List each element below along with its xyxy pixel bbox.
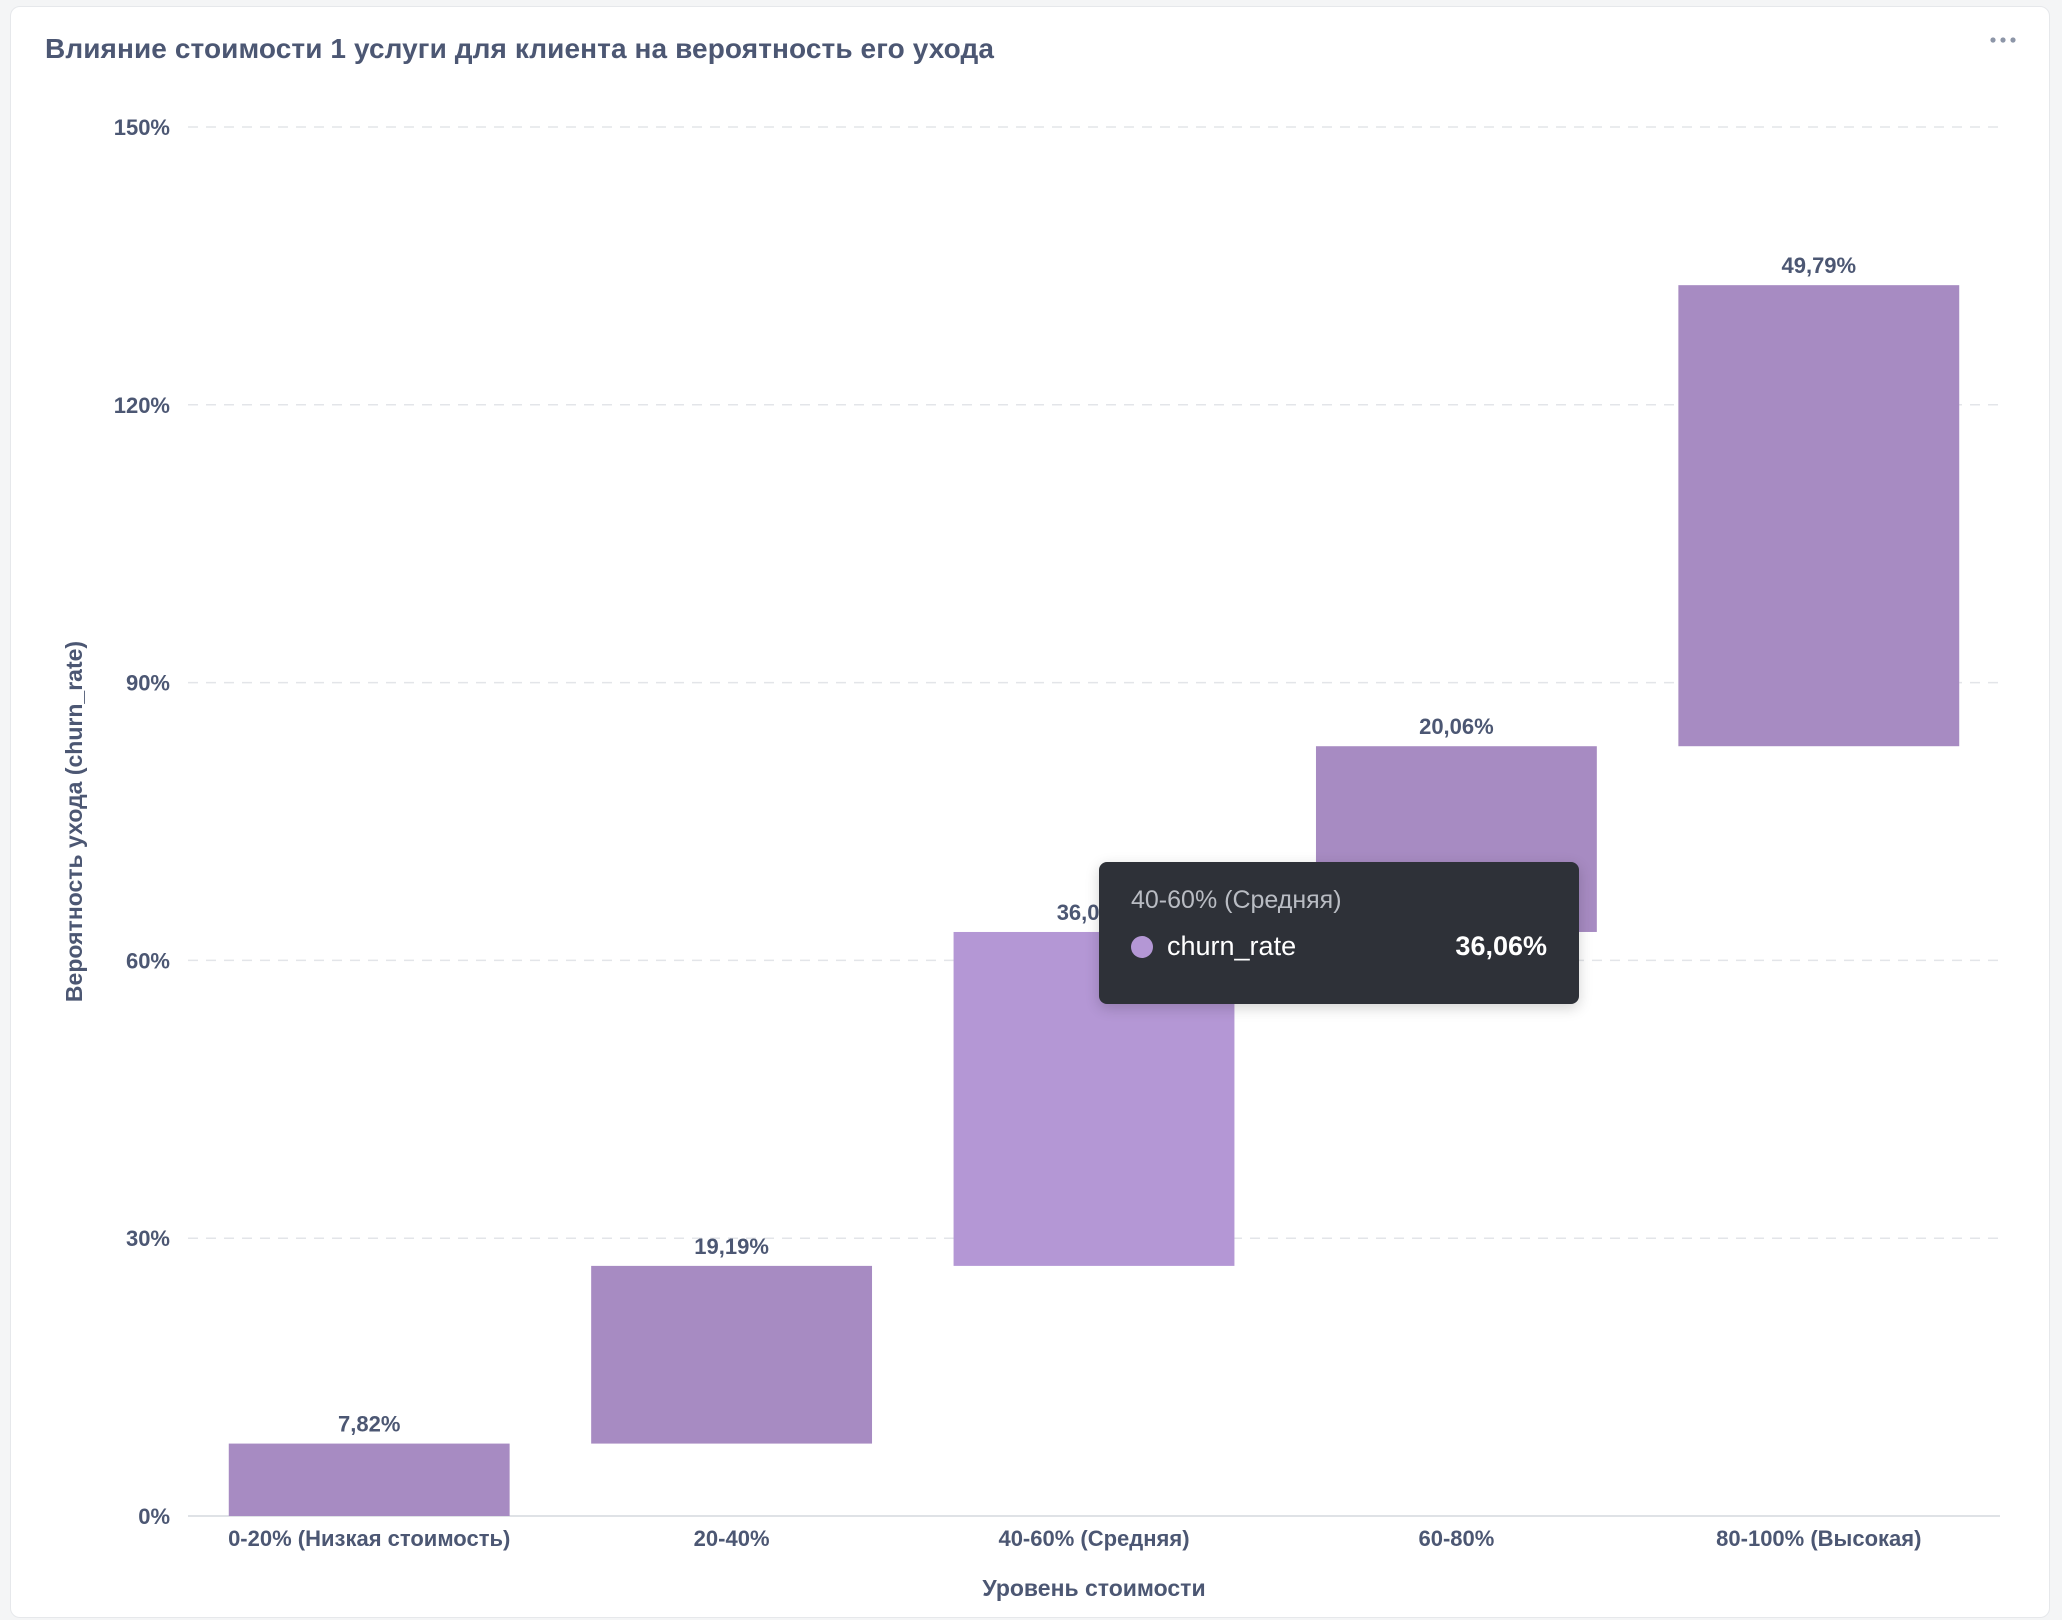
more-options-button[interactable] xyxy=(1983,25,2023,55)
tooltip-row: churn_rate 36,06% xyxy=(1131,931,1547,962)
y-tick-label: 60% xyxy=(126,948,170,973)
bar xyxy=(591,1265,873,1444)
x-tick-label: 0-20% (Низкая стоимость) xyxy=(228,1526,510,1551)
x-tick-label: 20-40% xyxy=(694,1526,770,1551)
bar-value-label: 20,06% xyxy=(1419,714,1494,739)
bar xyxy=(1678,285,1960,747)
tooltip-value: 36,06% xyxy=(1455,931,1547,961)
y-axis-title: Вероятность ухода (churn_rate) xyxy=(61,641,87,1002)
y-tick-label: 30% xyxy=(126,1226,170,1251)
y-tick-label: 90% xyxy=(126,671,170,696)
y-tick-label: 0% xyxy=(138,1504,170,1529)
chart-tooltip: 40-60% (Средняя) churn_rate 36,06% xyxy=(1099,862,1579,1004)
bar-value-label: 19,19% xyxy=(694,1234,769,1259)
ellipsis-icon xyxy=(1990,37,2016,43)
chart-card: Влияние стоимости 1 услуги для клиента н… xyxy=(10,6,2050,1618)
tooltip-series-name: churn_rate xyxy=(1167,931,1297,961)
x-tick-label: 60-80% xyxy=(1418,1526,1494,1551)
series-color-dot xyxy=(1131,935,1153,958)
x-tick-label: 40-60% (Средняя) xyxy=(998,1526,1189,1551)
bar-value-label: 7,82% xyxy=(338,1412,400,1437)
x-axis-title: Уровень стоимости xyxy=(982,1575,1205,1601)
tooltip-header: 40-60% (Средняя) xyxy=(1131,886,1342,914)
y-tick-label: 120% xyxy=(114,393,170,418)
card-title: Влияние стоимости 1 услуги для клиента н… xyxy=(45,33,995,64)
y-tick-label: 150% xyxy=(114,115,170,140)
bar-value-label: 49,79% xyxy=(1781,253,1856,278)
x-tick-label: 80-100% (Высокая) xyxy=(1716,1526,1921,1551)
bar xyxy=(228,1443,510,1516)
